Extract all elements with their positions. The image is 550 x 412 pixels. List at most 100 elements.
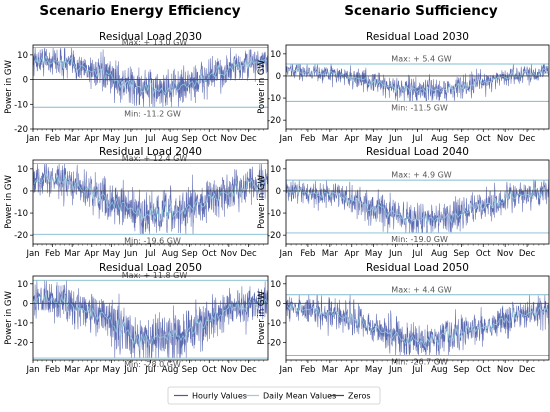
column-title-sufficiency: Scenario Sufficiency — [344, 3, 498, 19]
plot-area — [286, 179, 549, 234]
series-daily-mean-values — [286, 66, 549, 93]
legend-label: Daily Mean Values — [263, 392, 336, 401]
series-hourly-values — [33, 163, 268, 235]
plot-area — [33, 47, 268, 108]
y-tick-label: -10 — [267, 209, 281, 219]
series-hourly-values — [33, 47, 268, 108]
chart-title: Residual Load 2050 — [366, 262, 469, 274]
x-tick-label: Mar — [64, 249, 81, 259]
min-annotation: Min: -19.6 GW — [124, 236, 181, 245]
min-annotation: Min: -28.0 GW — [124, 360, 181, 369]
min-annotation: Min: -26.7 GW — [391, 358, 448, 367]
x-tick-label: Jul — [144, 134, 155, 144]
x-tick-label: Jun — [123, 249, 137, 259]
y-axis-label: Power in GW — [4, 174, 14, 228]
x-tick-label: May — [103, 249, 121, 259]
y-tick-label: 0 — [276, 187, 281, 197]
min-annotation: Min: -11.2 GW — [124, 109, 181, 118]
x-tick-label: Apr — [344, 134, 359, 144]
max-annotation: Max: + 4.4 GW — [391, 285, 451, 294]
x-tick-label: Sep — [453, 365, 469, 375]
plot-area — [33, 163, 268, 235]
x-tick-label: Apr — [84, 134, 99, 144]
y-tick-label: -20 — [267, 231, 281, 241]
x-tick-label: May — [365, 134, 383, 144]
min-annotation: Min: -19.0 GW — [391, 235, 448, 244]
x-tick-label: Dec — [240, 365, 257, 375]
chart-title: Residual Load 2030 — [366, 31, 469, 43]
x-tick-label: Feb — [45, 134, 60, 144]
x-tick-label: Nov — [221, 134, 238, 144]
x-tick-label: Apr — [344, 365, 359, 375]
x-tick-label: Dec — [519, 365, 536, 375]
max-annotation: Max: + 11.8 GW — [122, 271, 188, 280]
x-tick-label: Mar — [64, 134, 81, 144]
y-tick-label: 10 — [17, 165, 28, 175]
chart-title: Residual Load 2040 — [99, 146, 202, 158]
y-axis-label: Power in GW — [257, 290, 267, 344]
x-tick-label: Dec — [519, 134, 536, 144]
x-tick-label: Dec — [519, 249, 536, 259]
x-tick-label: Feb — [300, 134, 315, 144]
y-tick-label: 0 — [23, 76, 28, 86]
x-tick-label: Feb — [45, 365, 60, 375]
x-tick-label: Sep — [182, 249, 198, 259]
x-tick-label: Sep — [453, 134, 469, 144]
chart-panel-1: Residual Load 2030 Power in GW Max: + 5.4 … — [257, 31, 550, 144]
x-tick-label: Jul — [411, 249, 422, 259]
x-tick-label: Oct — [202, 249, 217, 259]
x-tick-label: Apr — [84, 365, 99, 375]
x-tick-label: Jul — [411, 365, 422, 375]
chart-panel-2: Residual Load 2040 Power in GW Max: + 12.4… — [4, 146, 269, 259]
series-daily-mean-values — [286, 186, 549, 226]
x-tick-label: Aug — [431, 365, 448, 375]
legend-frame — [167, 386, 381, 405]
max-annotation: Max: + 4.9 GW — [391, 171, 451, 180]
x-tick-label: Mar — [64, 365, 81, 375]
series-daily-mean-values — [286, 302, 549, 349]
x-tick-label: May — [365, 249, 383, 259]
x-tick-label: Oct — [202, 365, 217, 375]
y-axis-label: Power in GW — [4, 290, 14, 344]
series-daily-mean-values — [33, 292, 268, 346]
y-tick-label: -10 — [14, 100, 28, 110]
chart-panel-4: Residual Load 2050 Power in GW Max: + 11.8… — [4, 262, 269, 375]
series-hourly-values — [286, 294, 549, 356]
series-hourly-values — [286, 179, 549, 234]
x-tick-label: Sep — [182, 134, 198, 144]
max-annotation: Max: + 13.0 GW — [122, 38, 188, 47]
chart-panel-3: Residual Load 2040 Power in GW Max: + 4.9 … — [257, 146, 550, 259]
chart-title: Residual Load 2030 — [99, 31, 202, 43]
x-tick-label: Jul — [411, 134, 422, 144]
x-tick-label: Jun — [388, 249, 402, 259]
x-tick-label: Jan — [278, 365, 292, 375]
legend-label: Hourly Values — [192, 392, 247, 401]
x-tick-label: Apr — [84, 249, 99, 259]
x-tick-label: Oct — [476, 365, 491, 375]
x-tick-label: Jan — [25, 365, 39, 375]
x-tick-label: Jan — [25, 249, 39, 259]
x-tick-label: Mar — [322, 134, 339, 144]
x-tick-label: Dec — [240, 249, 257, 259]
x-tick-label: Nov — [497, 365, 514, 375]
x-tick-label: May — [365, 365, 383, 375]
x-tick-label: Mar — [322, 365, 339, 375]
x-tick-label: Aug — [431, 249, 448, 259]
x-tick-label: Feb — [45, 249, 60, 259]
x-tick-label: Aug — [431, 134, 448, 144]
y-tick-label: 0 — [23, 299, 28, 309]
x-tick-label: Aug — [162, 365, 179, 375]
x-tick-label: Aug — [162, 134, 179, 144]
y-tick-label: 10 — [17, 280, 28, 290]
y-tick-label: 10 — [270, 50, 281, 60]
max-annotation: Max: + 12.4 GW — [122, 154, 188, 163]
x-tick-label: Jul — [144, 365, 155, 375]
x-tick-label: Nov — [497, 249, 514, 259]
y-axis-label: Power in GW — [4, 59, 14, 113]
x-tick-label: Dec — [240, 134, 257, 144]
x-tick-label: May — [103, 134, 121, 144]
chart-title: Residual Load 2040 — [366, 146, 469, 158]
x-tick-label: Oct — [476, 249, 491, 259]
